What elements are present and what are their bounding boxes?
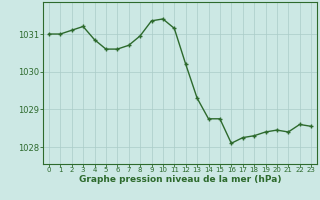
X-axis label: Graphe pression niveau de la mer (hPa): Graphe pression niveau de la mer (hPa)	[79, 175, 281, 184]
